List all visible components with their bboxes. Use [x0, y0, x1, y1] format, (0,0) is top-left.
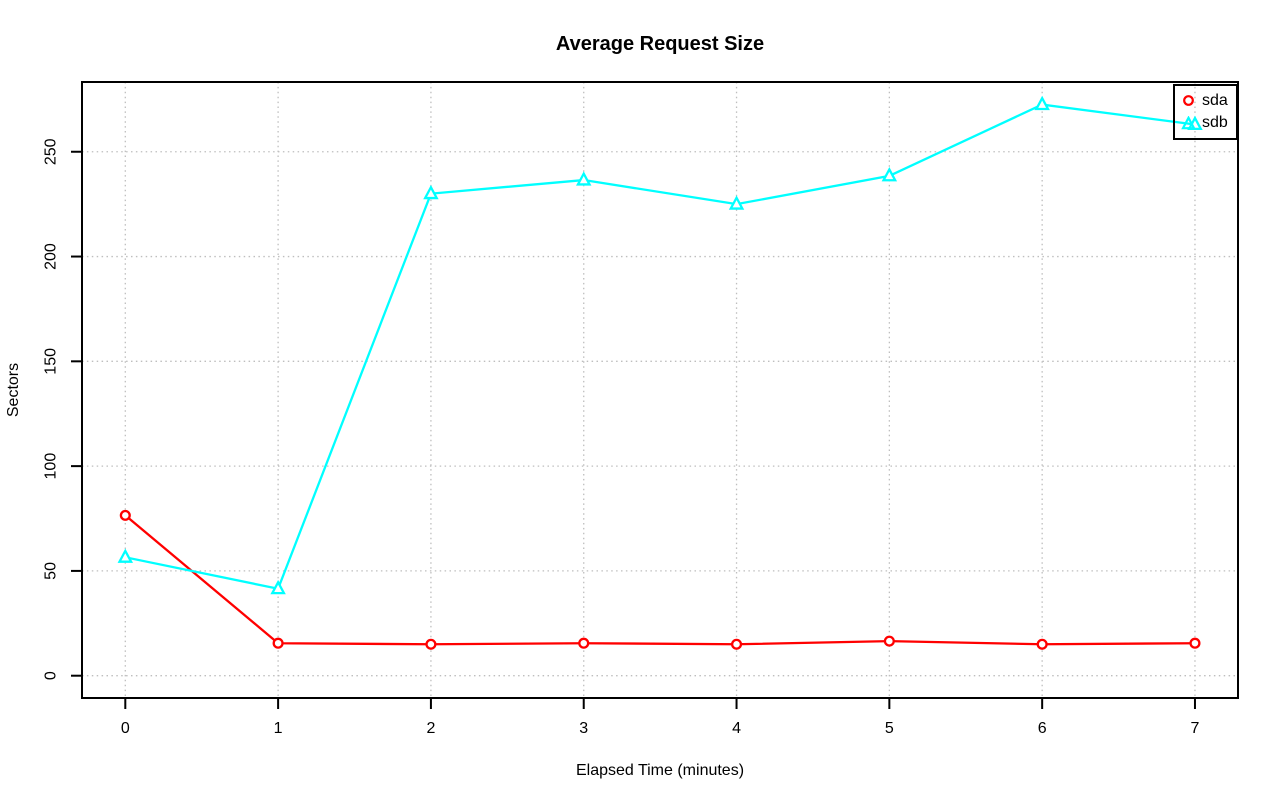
y-tick-label: 250: [43, 138, 60, 165]
y-tick-label: 50: [43, 562, 60, 580]
data-point-sda: [883, 635, 895, 647]
data-point-sda: [730, 638, 743, 650]
legend-item-sdb: sdb: [1181, 115, 1236, 131]
y-tick-label: 0: [43, 671, 60, 680]
x-tick-label: 7: [1191, 720, 1200, 737]
chart-title: Average Request Size: [555, 33, 765, 55]
data-point-sdb: [728, 195, 745, 210]
sdb-triangle-marker-icon: [1181, 115, 1196, 130]
x-tick-label: 5: [885, 720, 894, 737]
y-tick-label: 100: [43, 453, 60, 480]
series-line-sda: [124, 514, 1195, 646]
y-tick-label: 150: [43, 348, 60, 375]
x-tick-label: 6: [1038, 720, 1047, 737]
series-line-sdb: [125, 103, 1196, 591]
x-tick-label: 1: [274, 720, 283, 737]
data-point-sdb: [1034, 95, 1050, 111]
data-point-sdb: [270, 579, 286, 595]
data-point-sda: [425, 638, 437, 650]
y-axis-label: Sectors: [5, 362, 22, 418]
data-point-sdb: [117, 548, 134, 563]
data-point-sdb: [576, 171, 592, 186]
data-point-sda: [272, 637, 284, 649]
legend-label-sdb: sdb: [1202, 114, 1228, 132]
legend: sda sdb: [1173, 84, 1238, 140]
y-tick-label: 200: [43, 243, 60, 270]
x-tick-label: 3: [579, 720, 588, 737]
legend-item-sda: sda: [1181, 91, 1236, 109]
x-tick-label: 2: [426, 720, 435, 737]
data-point-sda: [1036, 638, 1048, 650]
x-tick-label: 4: [732, 720, 741, 737]
data-point-sda: [119, 509, 131, 521]
plot-box: [81, 81, 1239, 699]
x-tick-label: 0: [121, 720, 130, 737]
data-point-sdb: [423, 184, 439, 200]
data-point-sda: [1189, 637, 1201, 649]
x-axis-label: Elapsed Time (minutes): [575, 762, 745, 779]
data-point-sdb: [881, 167, 898, 182]
sda-circle-marker-icon: [1183, 95, 1194, 107]
data-point-sda: [578, 637, 590, 649]
legend-label-sda: sda: [1202, 91, 1228, 109]
